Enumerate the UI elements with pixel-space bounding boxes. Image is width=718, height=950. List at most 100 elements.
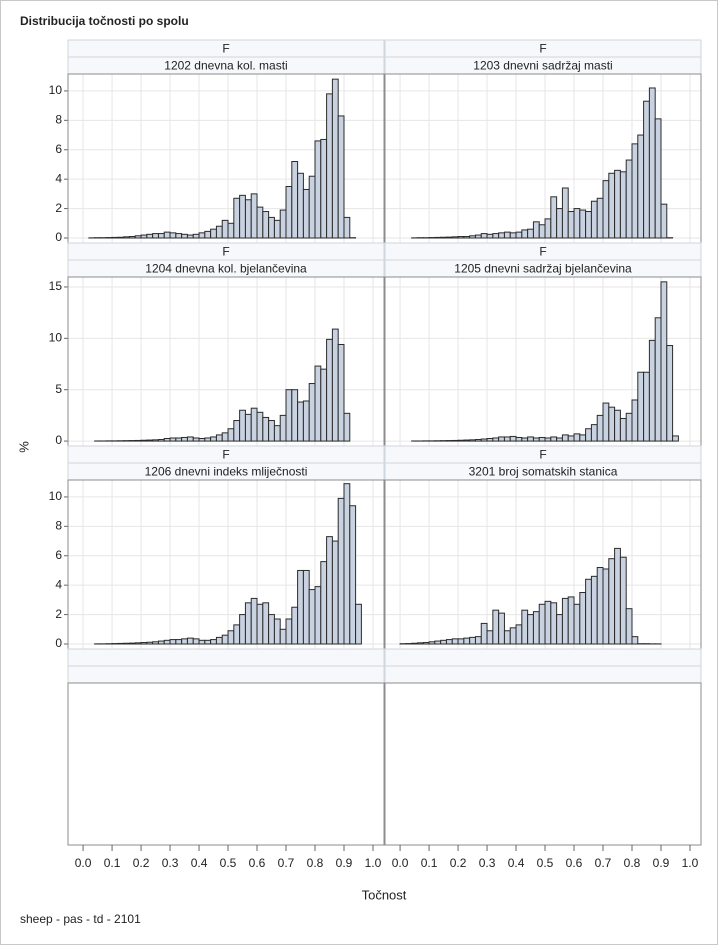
histogram-bar [292, 162, 298, 238]
histogram-bar [147, 234, 153, 238]
histogram-bar [475, 440, 481, 442]
histogram-bar [562, 188, 568, 238]
histogram-bar [441, 237, 447, 238]
histogram-bar [539, 437, 545, 441]
histogram-bar [574, 434, 580, 441]
histogram-bar [327, 537, 333, 644]
histogram-bar [158, 234, 164, 238]
x-tick-label: 0.7 [595, 856, 612, 870]
histogram-bar [522, 230, 528, 238]
x-tick-label: 0.2 [450, 856, 467, 870]
x-tick-label: 0.5 [537, 856, 554, 870]
histogram-bar [603, 403, 609, 441]
histogram-bar [551, 437, 557, 441]
x-tick-label: 0.6 [249, 856, 266, 870]
histogram-bar [568, 436, 574, 441]
histogram-bar [257, 604, 263, 644]
y-tick-label: 0 [55, 230, 62, 244]
histogram-bar [499, 613, 505, 644]
x-tick-label: 0.1 [104, 856, 121, 870]
histogram-bar [562, 598, 568, 644]
histogram-bar [205, 438, 211, 441]
histogram-bar [539, 604, 545, 644]
panel-label-header: 1206 dnevni indeks mliječnosti [145, 465, 308, 479]
histogram-bar [240, 410, 246, 441]
histogram-bar [303, 189, 309, 238]
histogram-bar [332, 329, 338, 441]
histogram-bar [557, 209, 563, 238]
histogram-bar [315, 366, 321, 441]
histogram-bar [321, 369, 327, 441]
histogram-bar [211, 640, 217, 644]
histogram-bar [504, 437, 510, 441]
empty-header-cell [68, 666, 384, 683]
histogram-bar [245, 200, 251, 238]
histogram-bar [211, 437, 217, 441]
histogram-bar [661, 282, 667, 441]
histogram-bar [164, 439, 170, 442]
histogram-bar [164, 232, 170, 238]
histogram-bar [129, 643, 135, 644]
histogram-bar [280, 415, 286, 441]
histogram-bar [435, 237, 441, 238]
footnote: sheep - pas - td - 2101 [20, 912, 141, 926]
histogram-bar [475, 235, 481, 238]
histogram-bar [298, 570, 304, 644]
histogram-bar [228, 631, 234, 644]
histogram-bar [655, 119, 661, 238]
histogram-bar [580, 435, 586, 441]
histogram-bar [586, 212, 592, 238]
histogram-bar [458, 237, 464, 238]
histogram-bar [118, 237, 124, 238]
histogram-bar [499, 437, 505, 441]
histogram-bar [470, 637, 476, 644]
histogram-bar [193, 438, 199, 441]
histogram-bar [240, 195, 246, 238]
histogram-bar [597, 198, 603, 238]
histogram-bar [199, 439, 205, 442]
histogram-bar [446, 640, 452, 644]
histogram-bar [539, 225, 545, 238]
histogram-bar [562, 435, 568, 441]
empty-header-cell [68, 649, 384, 666]
y-tick-label: 2 [55, 201, 62, 215]
y-axis-label: % [16, 441, 31, 453]
x-tick-label: 0.8 [624, 856, 641, 870]
x-tick-label: 1.0 [682, 856, 699, 870]
histogram-bar [580, 593, 586, 644]
histogram-bar [187, 235, 193, 238]
histogram-bar [292, 390, 298, 441]
histogram-bar [269, 421, 275, 442]
histogram-bar [516, 437, 522, 441]
histogram-bar [557, 438, 563, 441]
histogram-bar [516, 232, 522, 238]
histogram-bar [545, 438, 551, 441]
histogram-bar [234, 625, 240, 644]
histogram-bar [286, 187, 292, 238]
histogram-bar [350, 506, 356, 644]
histogram-bar [528, 437, 534, 441]
x-tick-label: 0.3 [162, 856, 179, 870]
histogram-bar [141, 235, 147, 238]
histogram-bar [344, 484, 350, 644]
histogram-bar [470, 440, 476, 441]
histogram-bar [338, 116, 344, 238]
histogram-bar [222, 433, 228, 441]
histogram-bar [170, 233, 176, 238]
histogram-bar [591, 425, 597, 441]
histogram-bar [338, 344, 344, 441]
panel-label-header: 3201 broj somatskih stanica [469, 465, 618, 479]
histogram-bar [586, 579, 592, 644]
histogram-bar [257, 207, 263, 238]
histogram-bar [551, 603, 557, 644]
histogram-bar [638, 135, 644, 238]
histogram-bar [487, 234, 493, 238]
histogram-bar [141, 643, 147, 644]
histogram-bar [493, 610, 499, 644]
histogram-bar [135, 643, 141, 644]
x-tick-label: 0.2 [133, 856, 150, 870]
histogram-bar [309, 590, 315, 644]
histogram-bar [586, 429, 592, 441]
histogram-bar [176, 234, 182, 238]
